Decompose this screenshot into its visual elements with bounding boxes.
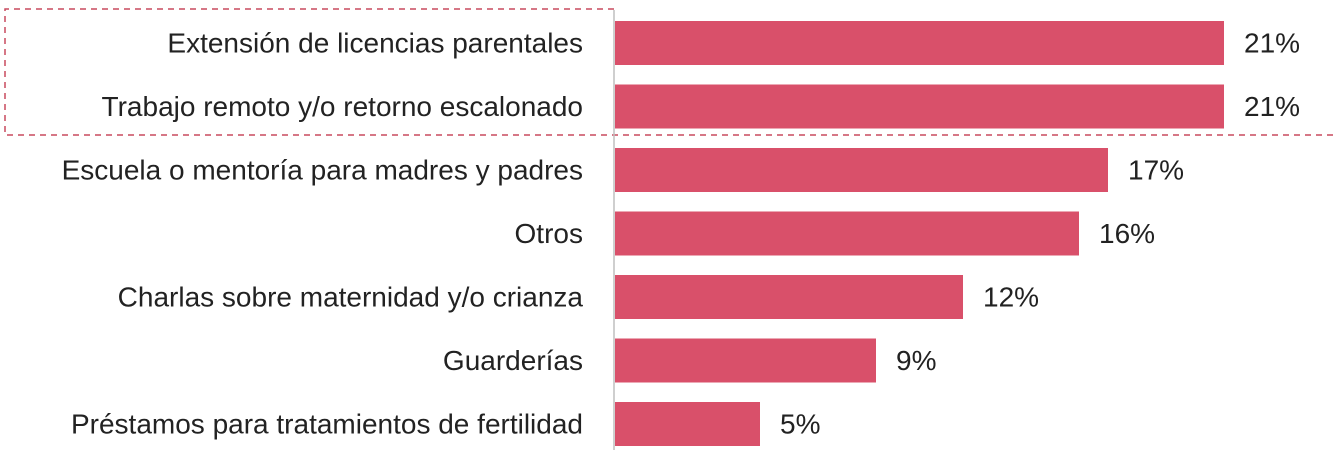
bar xyxy=(615,338,876,383)
value-label: 21% xyxy=(1244,91,1300,122)
category-label: Guarderías xyxy=(443,345,583,376)
category-label: Otros xyxy=(515,218,583,249)
value-label: 5% xyxy=(780,408,820,439)
value-label: 12% xyxy=(983,281,1039,312)
category-label: Préstamos para tratamientos de fertilida… xyxy=(71,408,583,439)
value-label: 9% xyxy=(896,345,936,376)
category-label: Extensión de licencias parentales xyxy=(167,27,583,58)
value-label: 16% xyxy=(1099,218,1155,249)
value-label: 17% xyxy=(1128,154,1184,185)
bar xyxy=(615,211,1079,256)
bar xyxy=(615,275,963,319)
value-label: 21% xyxy=(1244,27,1300,58)
bar xyxy=(615,148,1108,192)
category-label: Charlas sobre maternidad y/o crianza xyxy=(118,281,584,312)
bar xyxy=(615,402,760,446)
category-label: Trabajo remoto y/o retorno escalonado xyxy=(102,91,583,122)
highlight-box xyxy=(4,8,1337,136)
category-label: Escuela o mentoría para madres y padres xyxy=(62,154,583,185)
bar xyxy=(615,21,1224,65)
bar xyxy=(615,84,1224,129)
